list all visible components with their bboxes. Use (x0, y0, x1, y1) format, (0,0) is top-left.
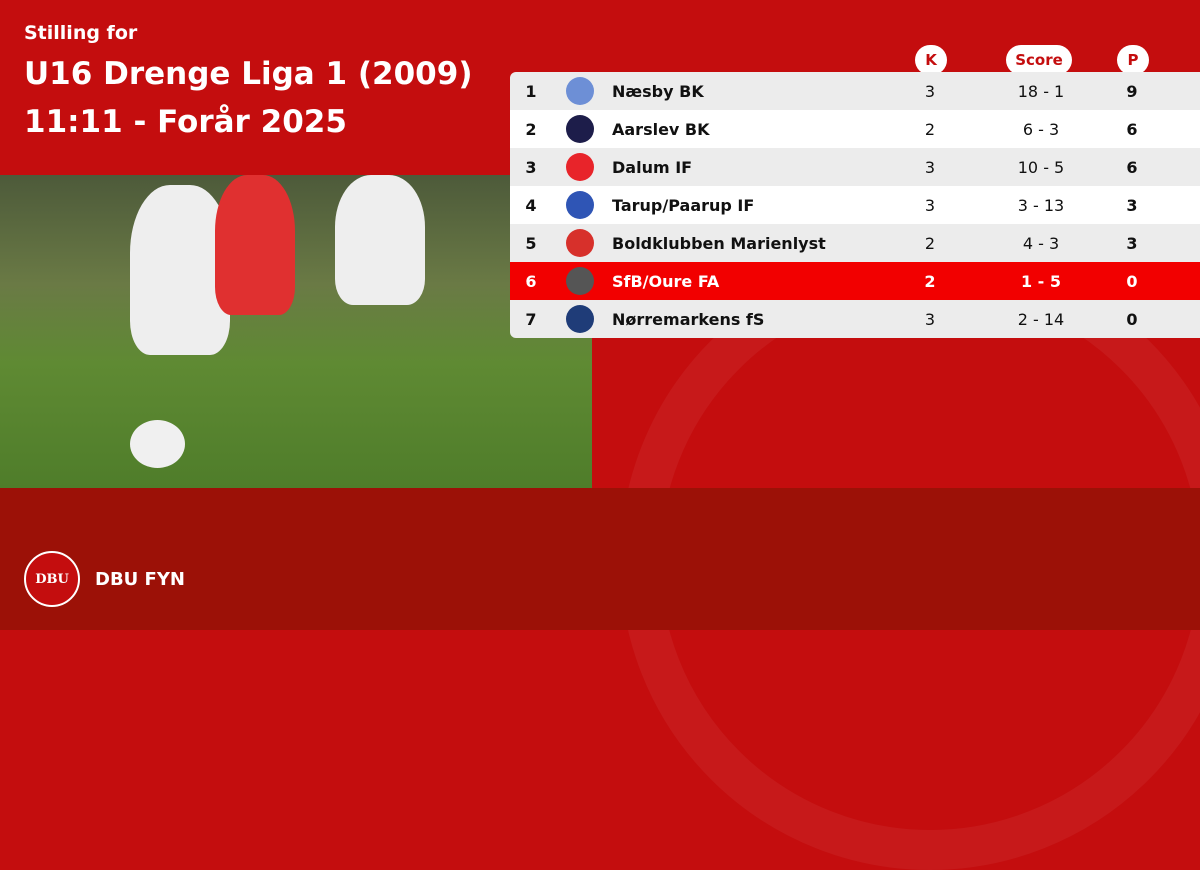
table-row[interactable]: 4 Tarup/Paarup IF 3 3 - 13 3 (510, 186, 1200, 224)
team-name: Aarslev BK (612, 119, 710, 139)
matches-played: 3 (924, 81, 936, 101)
dbu-logo-text: DBU (35, 571, 69, 587)
goal-score: 2 - 14 (1017, 309, 1065, 329)
matches-played: 3 (924, 309, 936, 329)
footer-background (0, 488, 1200, 630)
points: 0 (1126, 271, 1138, 291)
matches-played: 3 (924, 157, 936, 177)
brand-name: DBU FYN (95, 569, 185, 590)
points: 9 (1126, 81, 1138, 101)
matches-played: 2 (924, 119, 936, 139)
table-row[interactable]: 5 Boldklubben Marienlyst 2 4 - 3 3 (510, 224, 1200, 262)
goal-score: 4 - 3 (1022, 233, 1060, 253)
league-title: U16 Drenge Liga 1 (2009) (24, 56, 473, 92)
team-name: Næsby BK (612, 81, 704, 101)
team-logo-icon (566, 77, 594, 105)
goal-score: 18 - 1 (1017, 81, 1065, 101)
position: 4 (525, 195, 537, 215)
team-name: Boldklubben Marienlyst (612, 233, 826, 253)
points: 3 (1126, 233, 1138, 253)
team-logo-icon (566, 191, 594, 219)
position: 2 (525, 119, 537, 139)
goal-score: 3 - 13 (1017, 195, 1065, 215)
team-logo-icon (566, 229, 594, 257)
matches-played: 2 (924, 271, 936, 291)
column-header-score: Score (1006, 45, 1072, 75)
team-logo-icon (566, 267, 594, 295)
table-row[interactable]: 1 Næsby BK 3 18 - 1 9 (510, 72, 1200, 110)
column-header-k: K (915, 45, 947, 75)
position: 7 (525, 309, 537, 329)
team-name: Nørremarkens fS (612, 309, 765, 329)
position: 6 (525, 271, 537, 291)
team-logo-icon (566, 115, 594, 143)
position: 3 (525, 157, 537, 177)
youth-football-photo (0, 175, 592, 488)
dbu-logo: DBU (24, 551, 80, 607)
table-row[interactable]: 6 SfB/Oure FA 2 1 - 5 0 (510, 262, 1200, 300)
goal-score: 1 - 5 (1020, 271, 1062, 291)
season-title: 11:11 - Forår 2025 (24, 104, 347, 140)
team-logo-icon (566, 305, 594, 333)
points: 6 (1126, 119, 1138, 139)
table-row[interactable]: 7 Nørremarkens fS 3 2 - 14 0 (510, 300, 1200, 338)
table-row[interactable]: 2 Aarslev BK 2 6 - 3 6 (510, 110, 1200, 148)
matches-played: 3 (924, 195, 936, 215)
team-name: SfB/Oure FA (612, 271, 720, 291)
points: 3 (1126, 195, 1138, 215)
position: 5 (525, 233, 537, 253)
table-row[interactable]: 3 Dalum IF 3 10 - 5 6 (510, 148, 1200, 186)
goal-score: 10 - 5 (1017, 157, 1065, 177)
matches-played: 2 (924, 233, 936, 253)
title-prefix: Stilling for (24, 22, 138, 44)
team-name: Dalum IF (612, 157, 693, 177)
position: 1 (525, 81, 537, 101)
column-header-p: P (1117, 45, 1149, 75)
points: 6 (1126, 157, 1138, 177)
goal-score: 6 - 3 (1022, 119, 1060, 139)
points: 0 (1126, 309, 1138, 329)
team-name: Tarup/Paarup IF (612, 195, 755, 215)
team-logo-icon (566, 153, 594, 181)
